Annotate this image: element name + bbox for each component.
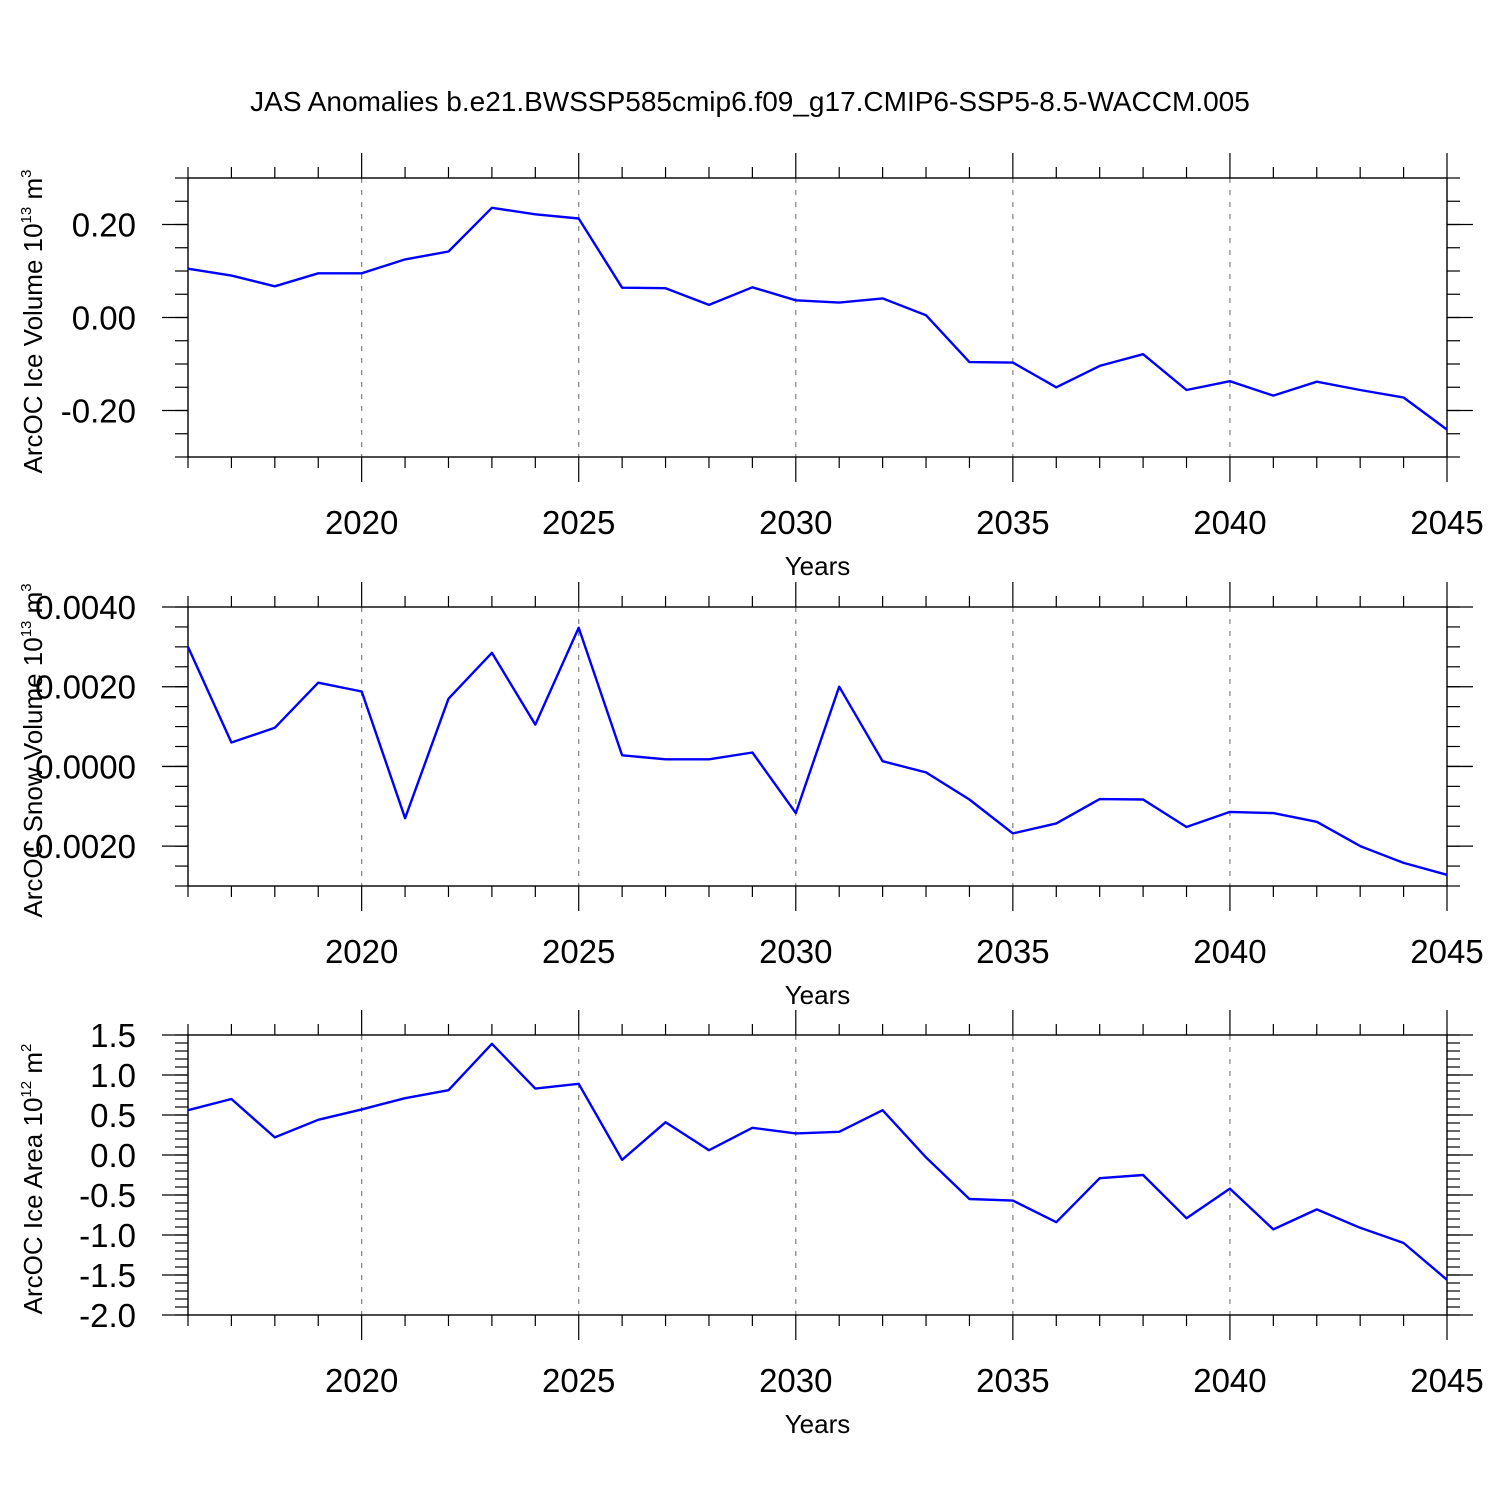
y-axis-label-unit: m <box>18 1052 48 1081</box>
x-tick-label: 2020 <box>325 504 398 541</box>
panel-1: -0.20 0.00 0.20 2020 2025 2030 2035 2040 2045 Yea… <box>18 153 1484 581</box>
x-tick-label: 2020 <box>325 933 398 970</box>
x-tick-label: 2045 <box>1410 504 1483 541</box>
x-axis-label: Years <box>785 1409 851 1439</box>
y-tick-label: -0.5 <box>79 1177 136 1214</box>
series-line <box>187 206 1448 431</box>
x-tick-label: 2030 <box>759 504 832 541</box>
x-tick-label: 2030 <box>759 1362 832 1399</box>
y-tick-label: 1.0 <box>90 1057 136 1094</box>
x-axis-label: Years <box>785 980 851 1010</box>
y-tick-label: 0.00 <box>72 300 136 337</box>
y-tick-label: -1.0 <box>79 1217 136 1254</box>
plot-frame <box>187 606 1448 887</box>
x-tick-label: 2040 <box>1193 504 1266 541</box>
x-tick-label: 2025 <box>542 933 615 970</box>
x-tick-label: 2045 <box>1410 933 1483 970</box>
y-tick-label: 0.0000 <box>35 748 136 785</box>
y-axis-label-exponent: 13 <box>18 621 35 638</box>
x-tick-label: 2040 <box>1193 1362 1266 1399</box>
y-axis-label-unit-exponent: 3 <box>18 583 35 591</box>
y-axis-label-unit-exponent: 2 <box>18 1044 35 1052</box>
y-tick-label: -2.0 <box>79 1297 136 1334</box>
y-axis-label: ArcOC Snow Volume 1013 m3 <box>18 583 48 917</box>
chart-title: JAS Anomalies b.e21.BWSSP585cmip6.f09_g1… <box>250 86 1250 117</box>
y-axis-label-text: ArcOC Ice Area 10 <box>18 1098 48 1315</box>
series-line <box>187 1042 1448 1281</box>
y-axis-label-exponent: 12 <box>18 1081 35 1098</box>
plot-frame <box>187 1034 1448 1316</box>
x-tick-label: 2045 <box>1410 1362 1483 1399</box>
y-axis-label-text: ArcOC Ice Volume 10 <box>18 223 48 473</box>
x-tick-label: 2035 <box>976 933 1049 970</box>
y-tick-label: -0.0020 <box>24 828 136 865</box>
y-axis-label: ArcOC Ice Volume 1013 m3 <box>18 170 48 474</box>
y-axis-label: ArcOC Ice Area 1012 m2 <box>18 1044 48 1315</box>
x-tick-label: 2035 <box>976 504 1049 541</box>
y-tick-label: 0.20 <box>72 207 136 244</box>
y-axis-label-unit: m <box>18 592 48 621</box>
plot-frame <box>187 177 1448 458</box>
y-tick-label: 0.0020 <box>35 669 136 706</box>
x-tick-label: 2030 <box>759 933 832 970</box>
y-tick-label: 1.5 <box>90 1017 136 1054</box>
y-axis-label-unit-exponent: 3 <box>18 170 35 178</box>
x-tick-label: 2035 <box>976 1362 1049 1399</box>
x-tick-label: 2020 <box>325 1362 398 1399</box>
y-axis-label-unit: m <box>18 178 48 207</box>
x-tick-label: 2025 <box>542 1362 615 1399</box>
y-tick-label: -1.5 <box>79 1257 136 1294</box>
x-axis-label: Years <box>785 551 851 581</box>
panel-2: -0.0020 0.0000 0.0020 0.0040 2020 2025 2030 203… <box>18 582 1484 1010</box>
x-tick-label: 2040 <box>1193 933 1266 970</box>
x-tick-label: 2025 <box>542 504 615 541</box>
y-axis-label-exponent: 13 <box>18 207 35 224</box>
y-tick-label: 0.0 <box>90 1137 136 1174</box>
y-tick-label: 0.0040 <box>35 589 136 626</box>
series-line <box>186 626 1448 876</box>
panel-3: -2.0-1.5-1.0-0.50.00.51.01.5 2020 2025 2030… <box>18 1010 1484 1439</box>
y-axis-label-text: ArcOC Snow Volume 10 <box>18 637 48 917</box>
y-tick-label: -0.20 <box>61 393 136 430</box>
y-tick-label: 0.5 <box>90 1097 136 1134</box>
